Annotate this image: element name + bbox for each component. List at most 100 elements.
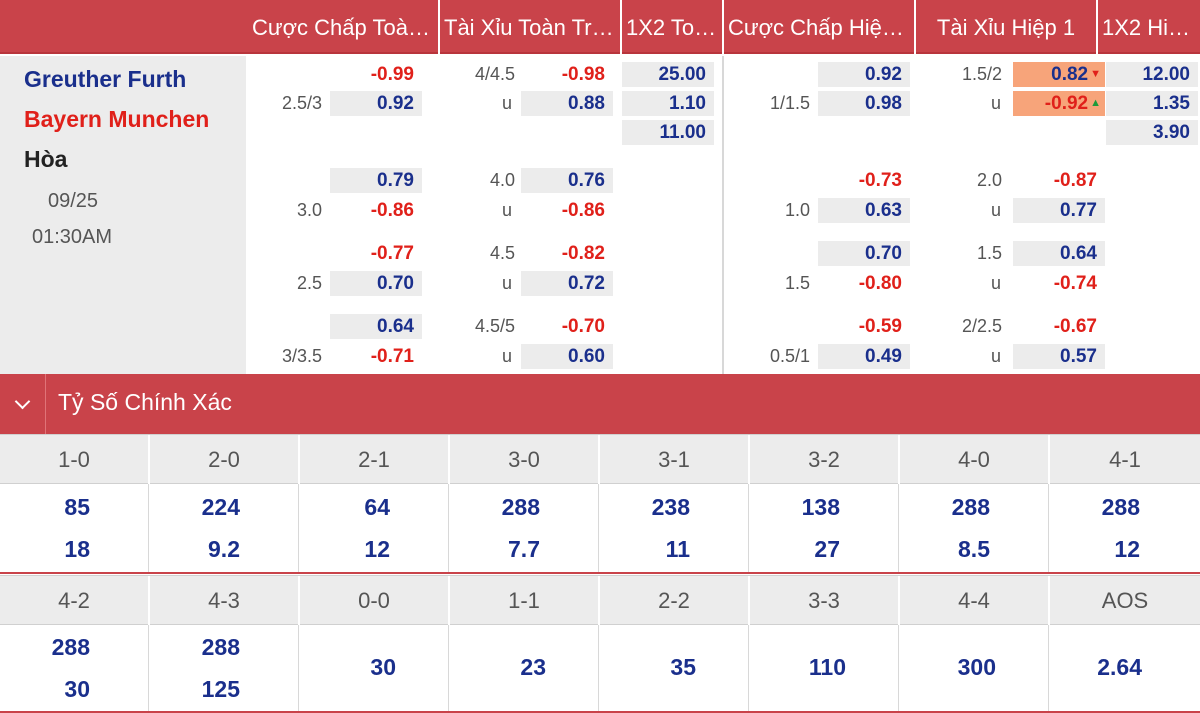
- match-info-panel: Greuther Furth Bayern Munchen Hòa 09/25 …: [0, 56, 246, 374]
- score-label: 0-0: [300, 576, 450, 626]
- score-odd[interactable]: 238: [651, 494, 690, 520]
- score-odd[interactable]: 12: [364, 536, 390, 562]
- ft-handicap-home-odd[interactable]: 0.64: [330, 314, 422, 339]
- score-odd[interactable]: 224: [201, 494, 240, 520]
- col-h1-1x2[interactable]: 1X2 Hiệp 1: [1102, 15, 1200, 40]
- ft-handicap-away-odd[interactable]: 0.92: [330, 91, 422, 116]
- half-divider: [722, 56, 724, 374]
- score-header-row: 4-2 4-3 0-0 1-1 2-2 3-3 4-4 AOS: [0, 575, 1200, 626]
- ft-ou-line: 4/4.5: [474, 64, 515, 84]
- score-odd[interactable]: 35: [670, 654, 696, 680]
- ft-ou-over-odd[interactable]: 0.76: [521, 168, 613, 193]
- score-odd[interactable]: 23: [520, 654, 546, 680]
- ft-ou-under-odd[interactable]: 0.60: [521, 344, 613, 369]
- divider: [448, 484, 449, 572]
- h1-ou-over-odd[interactable]: -0.67: [1053, 316, 1097, 337]
- score-odd[interactable]: 9.2: [208, 536, 240, 562]
- ft-handicap-home-odd[interactable]: -0.99: [370, 64, 414, 85]
- h1-ou-under-odd[interactable]: -0.92 ▲: [1013, 91, 1105, 116]
- chevron-down-icon[interactable]: [0, 374, 46, 434]
- score-odd[interactable]: 288: [501, 494, 540, 520]
- score-odd[interactable]: 2.64: [1097, 654, 1142, 680]
- ft-ou-over-odd[interactable]: -0.70: [561, 316, 605, 337]
- score-label: 3-2: [750, 435, 900, 485]
- h1-ou-line: 2/2.5: [961, 316, 1002, 336]
- h1-ou-under-odd[interactable]: 0.77: [1013, 198, 1105, 223]
- ft-ou-over-odd[interactable]: -0.98: [561, 64, 605, 85]
- h1-handicap-away-odd[interactable]: 0.63: [818, 198, 910, 223]
- ft-handicap-line: 3/3.5: [281, 346, 322, 366]
- ft-1x2-draw-odd[interactable]: 11.00: [622, 120, 714, 145]
- row-divider: [0, 572, 1200, 574]
- score-odd[interactable]: 288: [1101, 494, 1140, 520]
- h1-handicap-line: 0.5/1: [769, 346, 810, 366]
- score-odd[interactable]: 11: [665, 536, 690, 562]
- draw-label: Hòa: [24, 146, 68, 172]
- divider: [438, 0, 440, 54]
- ft-handicap-away-odd[interactable]: -0.86: [370, 200, 414, 221]
- h1-ou-over-odd[interactable]: -0.87: [1053, 170, 1097, 191]
- divider: [598, 625, 599, 713]
- h1-ou-under-odd[interactable]: 0.57: [1013, 344, 1105, 369]
- score-odd[interactable]: 30: [64, 676, 90, 702]
- score-odd[interactable]: 288: [951, 494, 990, 520]
- away-team-name[interactable]: Bayern Munchen: [24, 106, 210, 132]
- score-odd[interactable]: 288: [51, 634, 90, 660]
- score-odd[interactable]: 12: [1114, 536, 1140, 562]
- col-ft-overunder[interactable]: Tài Xỉu Toàn Trận: [444, 15, 617, 40]
- h1-1x2-away-odd[interactable]: 1.35: [1106, 91, 1198, 116]
- divider: [1048, 484, 1049, 572]
- score-odd[interactable]: 300: [957, 654, 996, 680]
- score-label: 1-1: [450, 576, 600, 626]
- ft-ou-under-odd[interactable]: -0.86: [561, 200, 605, 221]
- ft-handicap-away-odd[interactable]: -0.71: [370, 346, 414, 367]
- home-team-name[interactable]: Greuther Furth: [24, 66, 187, 92]
- divider: [148, 484, 149, 572]
- h1-handicap-home-odd[interactable]: -0.73: [858, 170, 902, 191]
- ft-handicap-away-odd[interactable]: 0.70: [330, 271, 422, 296]
- col-ft-handicap[interactable]: Cược Chấp Toàn Trận: [252, 15, 438, 40]
- under-label: u: [501, 200, 512, 220]
- score-label: 4-4: [900, 576, 1050, 626]
- score-label: 4-2: [0, 576, 150, 626]
- divider: [748, 484, 749, 572]
- h1-ou-under-odd[interactable]: -0.74: [1053, 273, 1097, 294]
- h1-handicap-away-odd[interactable]: 0.98: [818, 91, 910, 116]
- ft-ou-over-odd[interactable]: -0.82: [561, 243, 605, 264]
- ft-ou-under-odd[interactable]: 0.72: [521, 271, 613, 296]
- col-h1-overunder[interactable]: Tài Xỉu Hiệp 1: [936, 15, 1076, 40]
- h1-handicap-away-odd[interactable]: -0.80: [858, 273, 902, 294]
- score-odd[interactable]: 64: [364, 494, 390, 520]
- score-odd[interactable]: 110: [808, 654, 846, 680]
- score-odd[interactable]: 138: [801, 494, 840, 520]
- ft-handicap-home-odd[interactable]: 0.79: [330, 168, 422, 193]
- score-odd[interactable]: 288: [201, 634, 240, 660]
- h1-handicap-home-odd[interactable]: -0.59: [858, 316, 902, 337]
- score-odd[interactable]: 85: [64, 494, 90, 520]
- h1-1x2-draw-odd[interactable]: 3.90: [1106, 120, 1198, 145]
- ft-1x2-away-odd[interactable]: 1.10: [622, 91, 714, 116]
- h1-ou-over-odd[interactable]: 0.64: [1013, 241, 1105, 266]
- score-odd[interactable]: 18: [64, 536, 90, 562]
- score-odd[interactable]: 8.5: [958, 536, 990, 562]
- score-odd[interactable]: 27: [814, 536, 840, 562]
- col-ft-1x2[interactable]: 1X2 Toàn Trận: [626, 15, 722, 40]
- ft-ou-under-odd[interactable]: 0.88: [521, 91, 613, 116]
- h1-1x2-home-odd[interactable]: 12.00: [1106, 62, 1198, 87]
- h1-handicap-away-odd[interactable]: 0.49: [818, 344, 910, 369]
- section-title: Tỷ Số Chính Xác: [58, 389, 232, 415]
- correct-score-section-header[interactable]: Tỷ Số Chính Xác: [0, 374, 1200, 434]
- score-odd[interactable]: 125: [201, 676, 240, 702]
- h1-handicap-home-odd[interactable]: 0.92: [818, 62, 910, 87]
- ft-handicap-home-odd[interactable]: -0.77: [370, 243, 414, 264]
- h1-ou-over-odd[interactable]: 0.82 ▼: [1013, 62, 1105, 87]
- score-odd[interactable]: 30: [370, 654, 396, 680]
- col-h1-handicap[interactable]: Cược Chấp Hiệp 1: [728, 15, 913, 40]
- h1-handicap-home-odd[interactable]: 0.70: [818, 241, 910, 266]
- ft-handicap-line: 3.0: [296, 200, 322, 220]
- ft-1x2-home-odd[interactable]: 25.00: [622, 62, 714, 87]
- divider: [1048, 625, 1049, 713]
- score-odd[interactable]: 7.7: [508, 536, 540, 562]
- under-label: u: [501, 273, 512, 293]
